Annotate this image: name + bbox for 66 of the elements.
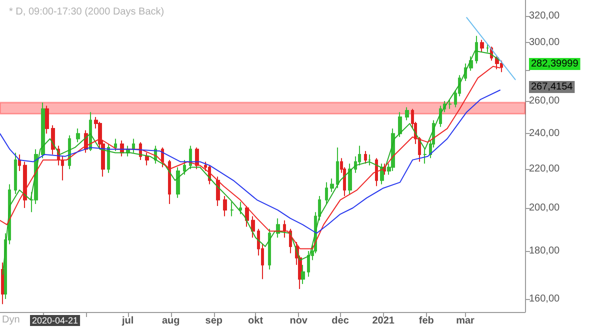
- candlestick: [307, 250, 310, 278]
- candlestick: [45, 105, 49, 134]
- candlestick: [145, 152, 149, 166]
- candlestick: [283, 220, 286, 238]
- x-tick-label: jul: [120, 316, 134, 326]
- x-tick-label: nov: [290, 316, 308, 326]
- candlestick: [107, 143, 110, 174]
- candlestick: [423, 148, 427, 164]
- line-series: [0, 90, 500, 234]
- candlestick: [23, 161, 27, 209]
- candlestick: [268, 228, 271, 270]
- candlestick: [375, 158, 378, 187]
- candlestick: [245, 205, 249, 228]
- candlestick: [114, 138, 117, 152]
- candlestick: [325, 182, 328, 204]
- candlestick: [230, 201, 234, 217]
- candlestick: [239, 201, 242, 215]
- candlestick: [223, 195, 227, 217]
- candlestick: [486, 43, 489, 53]
- candlestick: [475, 35, 478, 64]
- x-tick-label: sep: [205, 316, 223, 326]
- y-tick-label: 200,00: [529, 202, 560, 214]
- candlestick: [251, 216, 255, 238]
- text: 2020-04-21: [32, 316, 78, 326]
- candlestick: [18, 154, 21, 172]
- text: * D, 09:00-17:30 (2000 Days Back): [9, 6, 164, 18]
- candlestick: [183, 159, 186, 176]
- candlestick: [301, 264, 305, 285]
- y-tick-label: 320,00: [529, 10, 560, 22]
- candlestick: [480, 39, 484, 53]
- candlestick: [176, 166, 180, 198]
- y-tick-label: 160,00: [529, 294, 560, 305]
- candlestick: [168, 159, 171, 204]
- candlestick: [364, 150, 367, 164]
- x-tick-label: feb: [418, 316, 434, 326]
- candlestick: [14, 152, 17, 194]
- candlestick: [330, 178, 334, 193]
- candlestick: [448, 98, 452, 110]
- text: Dyn: [2, 314, 20, 326]
- candlestick: [405, 106, 409, 121]
- text: 267,4154: [531, 82, 574, 92]
- candlestick: [469, 56, 473, 72]
- candlestick: [61, 156, 64, 181]
- x-tick-label: 2021: [372, 316, 395, 326]
- candlestick: [398, 112, 402, 138]
- candlestick: [418, 136, 421, 162]
- line-series: [2, 50, 500, 275]
- y-tick-label: 240,00: [529, 128, 560, 140]
- candlestick: [368, 154, 371, 166]
- candlestick: [41, 102, 45, 159]
- candlestick: [76, 128, 80, 143]
- line-series: [0, 66, 500, 250]
- candlestick: [189, 145, 192, 170]
- x-tick-label: mar: [456, 316, 475, 326]
- y-tick-label: 260,00: [529, 95, 560, 106]
- candlestick: [51, 124, 55, 156]
- x-tick-label: dec: [332, 316, 350, 326]
- x-tick-label: aug: [162, 316, 180, 326]
- candlestick: [348, 163, 352, 194]
- x-tick-label: okt: [248, 316, 264, 326]
- y-tick-label: 180,00: [529, 245, 560, 256]
- text: 282,39999: [531, 58, 579, 70]
- y-tick-label: 220,00: [529, 164, 560, 175]
- candlestick: [132, 138, 135, 154]
- candlestick: [336, 146, 339, 189]
- y-tick-label: 300,00: [529, 37, 560, 48]
